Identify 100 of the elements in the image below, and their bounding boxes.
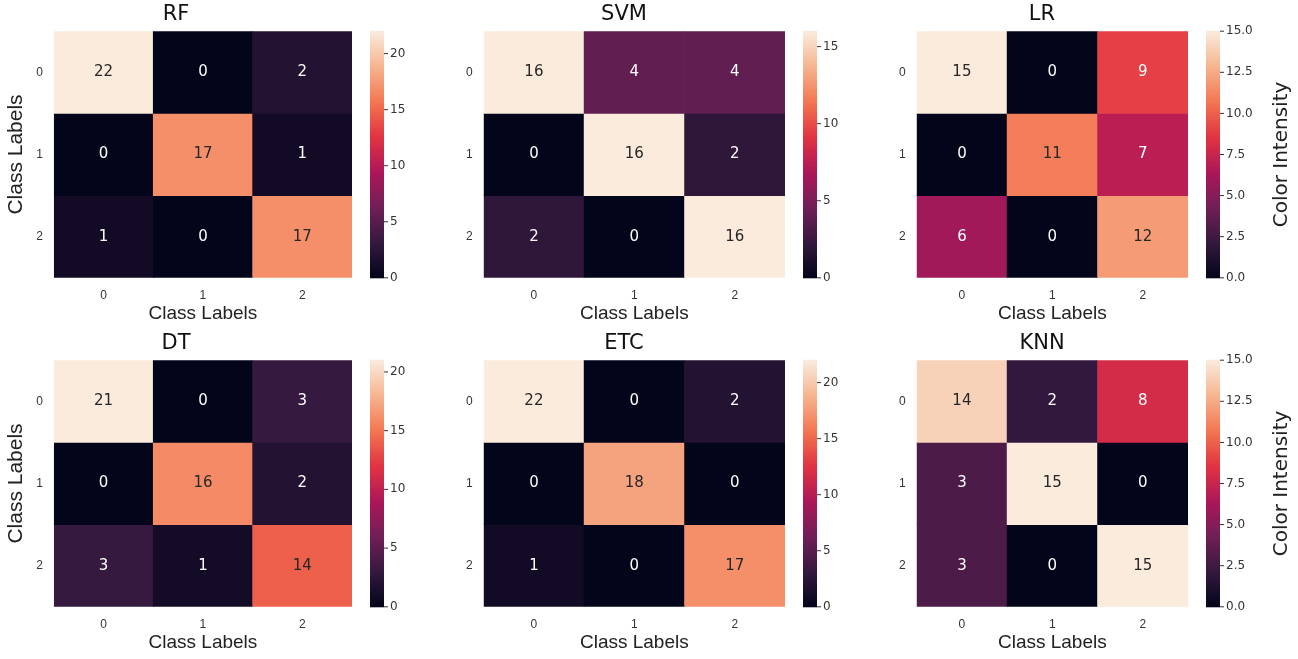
color-bar-label: 5 [390, 540, 398, 555]
x-axis-title: Class Labels [997, 301, 1107, 323]
data-label: 15 [1133, 555, 1153, 574]
x-tick-label: 1 [630, 617, 638, 632]
color-bar-label: 0 [390, 269, 398, 284]
data-label: 22 [524, 391, 544, 410]
y-tick-label: 0 [898, 64, 906, 79]
x-tick-label: 2 [298, 288, 306, 303]
color-bar-label: 10 [390, 157, 406, 172]
data-label: 0 [198, 391, 208, 410]
color-bar-label: 5 [390, 213, 398, 228]
color-bar-label: 15.0 [1226, 352, 1253, 367]
data-label: 0 [198, 62, 208, 81]
data-label: 0 [957, 144, 967, 163]
data-label: 2 [1047, 391, 1058, 410]
data-label: 15 [1042, 473, 1062, 492]
data-label: 4 [629, 62, 640, 81]
color-bar-label: 10 [823, 486, 839, 501]
data-label: 9 [1138, 62, 1148, 81]
data-label: 1 [98, 226, 109, 245]
data-label: 16 [624, 144, 644, 163]
data-label: 0 [1047, 555, 1058, 574]
y-tick-label: 0 [465, 64, 473, 79]
color-bar-label: 20 [390, 45, 406, 60]
color-bar-label: 0 [823, 598, 831, 613]
x-tick-label: 1 [199, 617, 207, 632]
data-label: 8 [1138, 391, 1148, 410]
y-tick-label: 0 [898, 393, 906, 408]
color-bar-label: 0.0 [1226, 598, 1246, 613]
data-label: 1 [297, 144, 308, 163]
color-bar-label: 15 [390, 422, 406, 437]
color-bar-label: 12.5 [1226, 64, 1253, 79]
chart-title: ETC [604, 330, 644, 355]
chart-title: LR [1028, 1, 1056, 26]
y-tick-label: 0 [36, 393, 44, 408]
x-tick-label: 2 [731, 617, 739, 632]
color-bar-label: 20 [390, 364, 406, 379]
data-label: 12 [1133, 226, 1153, 245]
data-label: 2 [297, 62, 308, 81]
chart-title: SVM [601, 1, 647, 26]
y-tick-label: 2 [898, 229, 906, 244]
color-bar-label: 12.5 [1226, 393, 1253, 408]
y-tick-label: 1 [465, 475, 473, 490]
color-bar-label: 10.0 [1226, 434, 1253, 449]
color-bar-label: 2.5 [1226, 228, 1246, 243]
x-tick-label: 0 [100, 288, 108, 303]
x-tick-label: 0 [958, 288, 966, 303]
y-tick-label: 2 [36, 558, 44, 573]
color-bar-label: 15 [823, 38, 839, 53]
x-tick-label: 1 [1048, 617, 1056, 632]
y-tick-label: 2 [465, 229, 473, 244]
x-tick-label: 2 [298, 617, 306, 632]
data-label: 3 [98, 555, 109, 574]
color-bar-label: 5 [823, 542, 831, 557]
data-label: 17 [725, 555, 745, 574]
y-tick-label: 1 [36, 146, 44, 161]
x-tick-label: 1 [1048, 288, 1056, 303]
x-tick-label: 2 [1139, 288, 1147, 303]
x-tick-label: 2 [731, 288, 739, 303]
y-tick-label: 0 [465, 393, 473, 408]
color-bar-label: 15.0 [1226, 23, 1253, 38]
x-tick-label: 1 [199, 288, 207, 303]
color-bar-label: 15 [390, 101, 406, 116]
x-axis-title: Class Labels [579, 301, 689, 323]
color-bar-label: 5.0 [1226, 516, 1246, 531]
x-tick-label: 0 [100, 617, 108, 632]
x-tick-label: 0 [530, 288, 538, 303]
data-label: 11 [1042, 144, 1062, 163]
data-label: 14 [292, 555, 312, 574]
x-axis-title: Class Labels [148, 301, 258, 323]
y-tick-label: 1 [898, 475, 906, 490]
data-label: 0 [98, 144, 109, 163]
data-label: 0 [529, 144, 539, 163]
data-label: 18 [624, 473, 644, 492]
data-label: 0 [730, 473, 740, 492]
data-label: 0 [1138, 473, 1148, 492]
data-label: 0 [629, 555, 640, 574]
data-label: 0 [98, 473, 109, 492]
data-label: 0 [1047, 226, 1058, 245]
x-axis-title: Class Labels [148, 630, 258, 652]
data-label: 2 [730, 144, 740, 163]
color-bar-label: 5.0 [1226, 187, 1246, 202]
color-bar-label: 7.5 [1226, 146, 1246, 161]
x-tick-label: 0 [958, 617, 966, 632]
y-tick-label: 0 [36, 64, 44, 79]
color-bar-label: 10 [390, 481, 406, 496]
y-tick-label: 1 [898, 146, 906, 161]
data-label: 15 [952, 62, 972, 81]
x-axis-title: Class Labels [997, 630, 1107, 652]
color-bar-label: 10.0 [1226, 105, 1253, 120]
data-label: 3 [957, 473, 967, 492]
data-label: 16 [524, 62, 544, 81]
y-axis-title: Class Labels [3, 423, 27, 544]
data-label: 0 [198, 226, 208, 245]
color-bar-label: 10 [823, 115, 839, 130]
data-label: 3 [957, 555, 967, 574]
data-label: 0 [629, 226, 640, 245]
y-tick-label: 2 [898, 558, 906, 573]
color-bar-title: Color Intensity [1268, 410, 1293, 557]
data-label: 2 [529, 226, 539, 245]
